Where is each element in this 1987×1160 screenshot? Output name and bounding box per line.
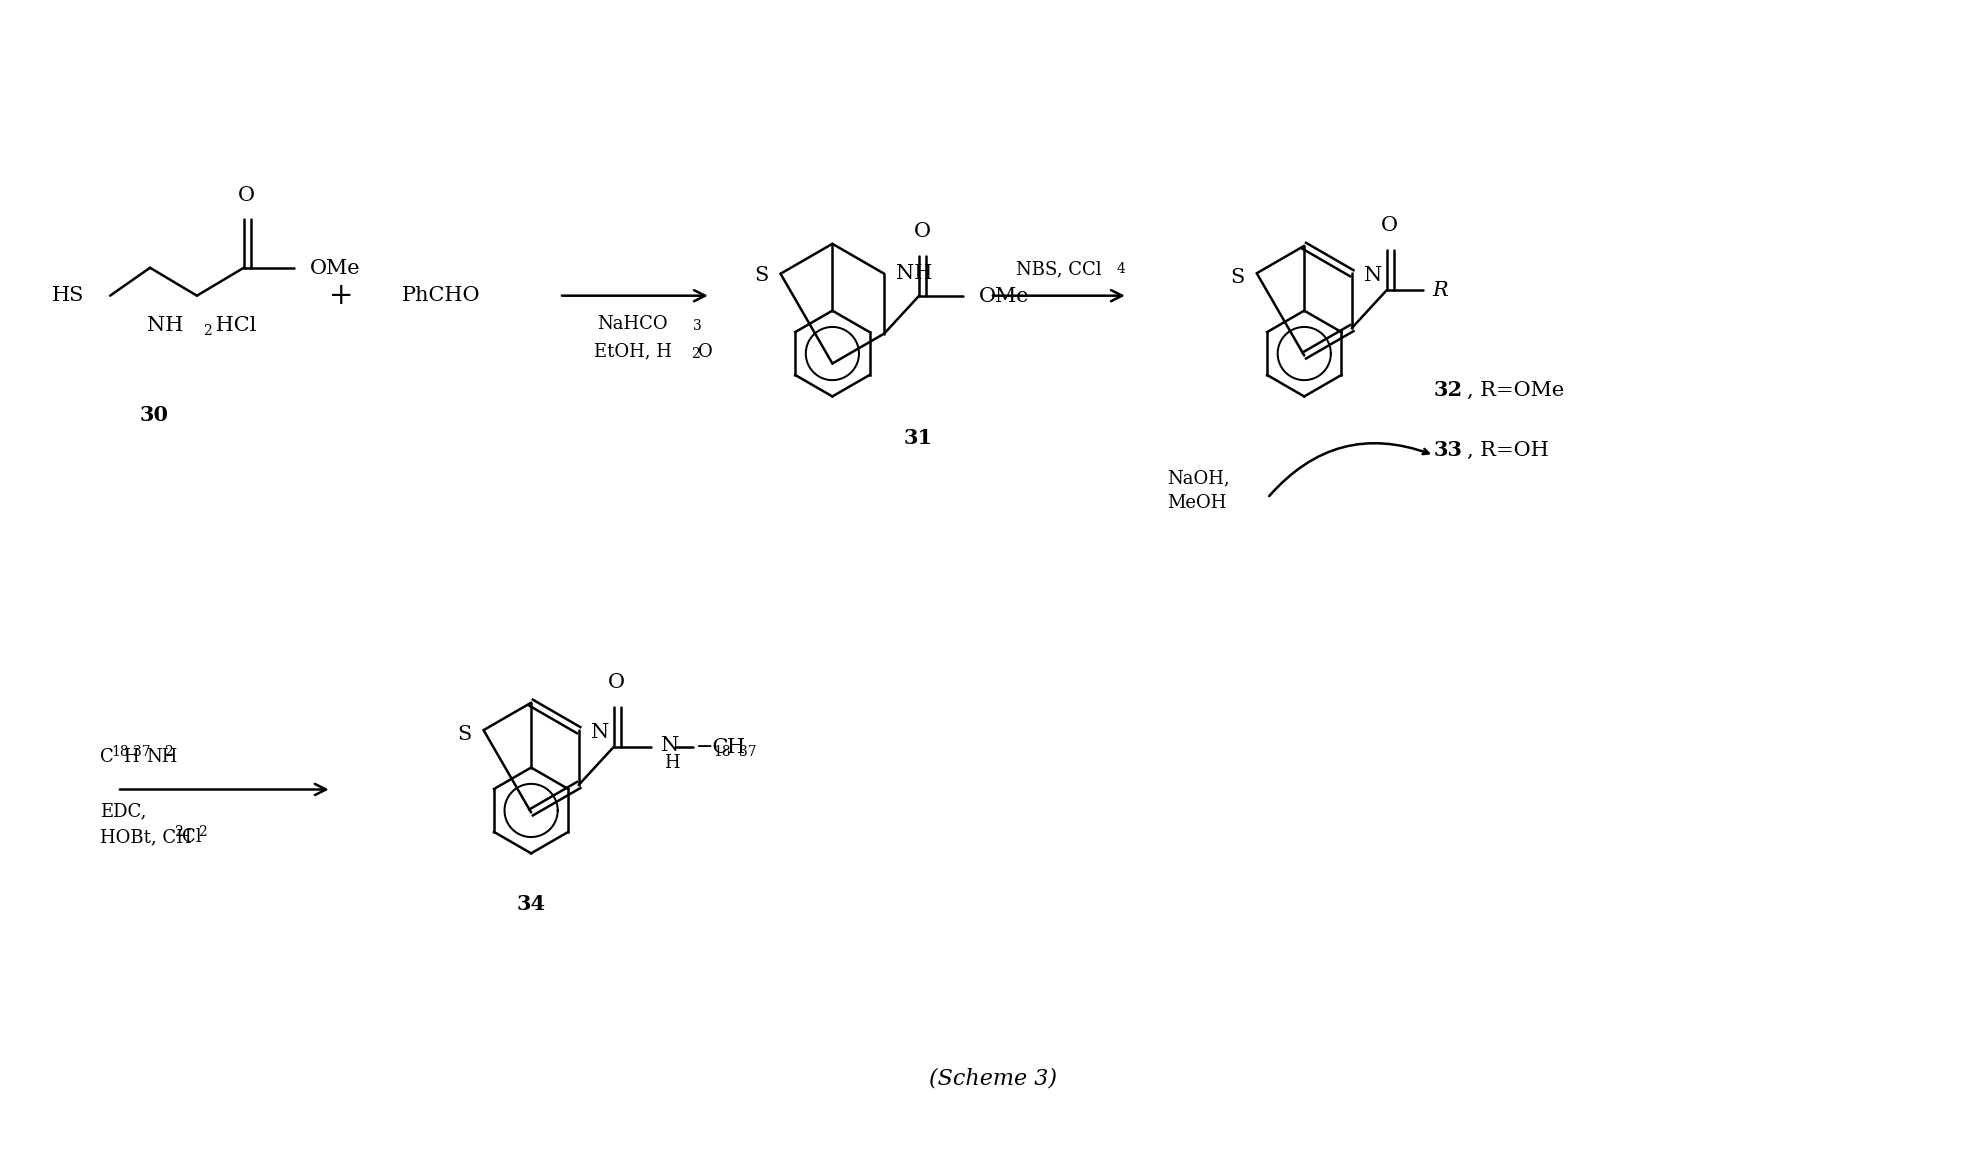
Text: OMe: OMe bbox=[310, 259, 360, 278]
Text: 2: 2 bbox=[175, 826, 183, 840]
Text: N: N bbox=[1363, 266, 1383, 284]
Text: 3: 3 bbox=[693, 319, 701, 333]
Text: H: H bbox=[727, 738, 745, 756]
Text: S: S bbox=[755, 267, 769, 285]
Text: H: H bbox=[123, 747, 139, 766]
Text: 31: 31 bbox=[904, 428, 932, 449]
Text: C: C bbox=[99, 747, 113, 766]
Text: 18: 18 bbox=[713, 745, 731, 759]
Text: NaOH,: NaOH, bbox=[1168, 470, 1230, 487]
Text: S: S bbox=[457, 725, 471, 744]
Text: 2: 2 bbox=[199, 826, 207, 840]
Text: , R=OH: , R=OH bbox=[1466, 441, 1548, 459]
Text: 30: 30 bbox=[139, 405, 169, 426]
Text: 2: 2 bbox=[203, 324, 213, 338]
Text: O: O bbox=[1381, 216, 1399, 235]
Text: HOBt, CH: HOBt, CH bbox=[99, 828, 193, 847]
Text: 4: 4 bbox=[1117, 262, 1125, 276]
Text: N: N bbox=[662, 735, 680, 755]
Text: PhCHO: PhCHO bbox=[401, 287, 481, 305]
Text: O: O bbox=[697, 342, 713, 361]
Text: NH: NH bbox=[896, 264, 932, 283]
Text: R: R bbox=[1433, 281, 1449, 299]
Text: NaHCO: NaHCO bbox=[598, 314, 668, 333]
Text: N: N bbox=[590, 723, 608, 741]
Text: , R=OMe: , R=OMe bbox=[1466, 380, 1564, 400]
Text: EDC,: EDC, bbox=[99, 803, 147, 820]
Text: 33: 33 bbox=[1435, 441, 1462, 461]
Text: (Scheme 3): (Scheme 3) bbox=[930, 1068, 1057, 1089]
Text: S: S bbox=[1230, 268, 1244, 287]
Text: 18: 18 bbox=[111, 745, 129, 759]
Text: −C: −C bbox=[695, 738, 729, 756]
Text: 37: 37 bbox=[133, 745, 151, 759]
Text: NH: NH bbox=[145, 747, 177, 766]
Text: 2: 2 bbox=[165, 745, 173, 759]
Text: NBS, CCl: NBS, CCl bbox=[1015, 261, 1101, 278]
Text: O: O bbox=[608, 673, 626, 693]
Text: O: O bbox=[914, 222, 930, 241]
Text: +: + bbox=[330, 282, 354, 310]
Text: H: H bbox=[664, 754, 680, 773]
Text: 34: 34 bbox=[517, 894, 546, 914]
Text: HS: HS bbox=[52, 287, 83, 305]
Text: NH: NH bbox=[147, 317, 183, 335]
Text: OMe: OMe bbox=[980, 288, 1029, 306]
Text: EtOH, H: EtOH, H bbox=[594, 342, 672, 361]
Text: MeOH: MeOH bbox=[1168, 494, 1226, 513]
Text: O: O bbox=[238, 186, 254, 205]
Text: 2: 2 bbox=[691, 347, 699, 361]
Text: HCl: HCl bbox=[209, 317, 256, 335]
Text: Cl: Cl bbox=[183, 828, 201, 847]
Text: 37: 37 bbox=[739, 745, 757, 759]
Text: 32: 32 bbox=[1435, 380, 1462, 400]
